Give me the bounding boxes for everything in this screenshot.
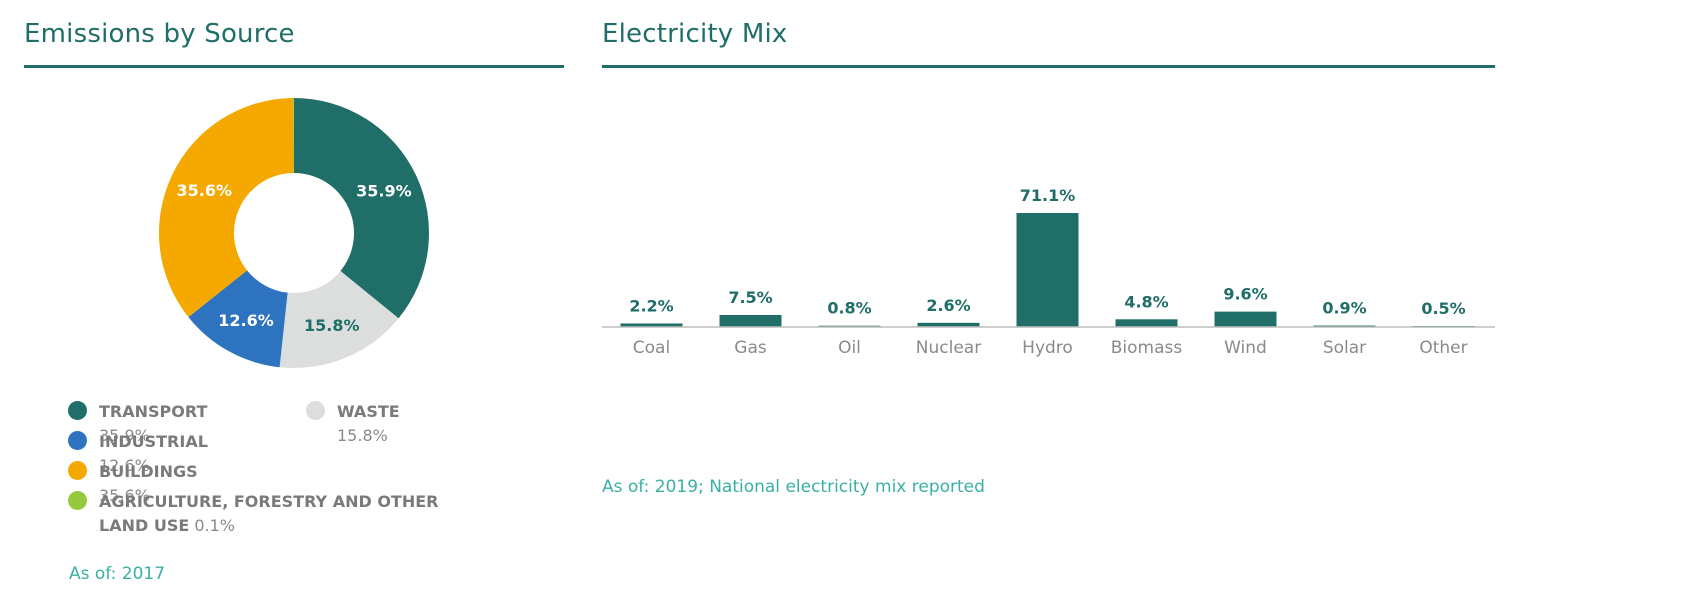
bar-value-oil: 0.8% bbox=[827, 299, 871, 318]
bar-value-other: 0.5% bbox=[1421, 299, 1465, 318]
bar-value-wind: 9.6% bbox=[1223, 285, 1267, 304]
bar-wind bbox=[1214, 311, 1277, 327]
legend-item-buildings: BUILDINGS 35.6% bbox=[68, 460, 198, 508]
legend-value-industrial: 12.6% bbox=[99, 456, 150, 475]
legend-label-buildings: BUILDINGS bbox=[99, 462, 198, 481]
legend-label-industrial: INDUSTRIAL bbox=[99, 432, 208, 451]
pie-label-waste: 15.8% bbox=[304, 316, 360, 335]
tick-label-hydro: Hydro bbox=[1022, 338, 1073, 358]
legend-item-industrial: INDUSTRIAL 12.6% bbox=[68, 430, 208, 478]
bar-value-biomass: 4.8% bbox=[1124, 292, 1168, 311]
legend-value-buildings: 35.6% bbox=[99, 486, 150, 505]
pie-slice-waste bbox=[279, 270, 399, 368]
tick-label-solar: Solar bbox=[1323, 338, 1366, 358]
legend-value-transport: 35.9% bbox=[99, 426, 150, 445]
pie-slice-buildings bbox=[159, 98, 294, 318]
emissions-title-rule bbox=[24, 65, 564, 68]
legend-item-waste: WASTE 15.8% bbox=[306, 400, 400, 448]
bar-value-coal: 2.2% bbox=[629, 296, 673, 315]
tick-label-nuclear: Nuclear bbox=[916, 338, 981, 358]
legend-label-waste: WASTE bbox=[337, 402, 400, 421]
legend-swatch-waste bbox=[306, 401, 325, 420]
legend-value-waste: 15.8% bbox=[337, 426, 388, 445]
pie-slice-industrial bbox=[188, 270, 288, 368]
bar-value-solar: 0.9% bbox=[1322, 299, 1366, 318]
legend-swatch-buildings bbox=[68, 461, 87, 480]
legend-swatch-industrial bbox=[68, 431, 87, 450]
tick-label-biomass: Biomass bbox=[1111, 338, 1183, 358]
legend-value-agriculture: 0.1% bbox=[194, 516, 236, 535]
tick-label-oil: Oil bbox=[838, 338, 861, 358]
emissions-as-of-note: As of: 2017 bbox=[69, 564, 166, 584]
electricity-title-rule bbox=[602, 65, 1495, 68]
bar-biomass bbox=[1115, 319, 1178, 327]
legend-swatch-transport bbox=[68, 401, 87, 420]
electricity-bar-chart: 2.2% Coal 7.5% Gas 0.8% Oil 2.6% Nuclear 71.1% Hy… bbox=[602, 186, 1495, 358]
bar-gas bbox=[719, 314, 782, 327]
legend-item-agriculture: AGRICULTURE, FORESTRY AND OTHER LAND USE… bbox=[68, 490, 448, 538]
bar-value-nuclear: 2.6% bbox=[926, 296, 970, 315]
bar-nuclear bbox=[917, 322, 980, 327]
bar-coal bbox=[620, 323, 683, 327]
tick-label-wind: Wind bbox=[1224, 338, 1267, 358]
emissions-donut-chart: 35.9% 15.8% 12.6% 35.6% bbox=[159, 98, 429, 368]
bar-value-hydro: 71.1% bbox=[1020, 186, 1076, 205]
tick-label-gas: Gas bbox=[734, 338, 767, 358]
pie-slice-agriculture-forestry-and-other-land-use bbox=[293, 98, 294, 174]
pie-label-transport: 35.9% bbox=[356, 181, 412, 200]
legend-swatch-agriculture bbox=[68, 491, 87, 510]
tick-label-other: Other bbox=[1419, 338, 1467, 358]
tick-label-coal: Coal bbox=[633, 338, 670, 358]
electricity-title: Electricity Mix bbox=[602, 19, 788, 49]
bar-value-gas: 7.5% bbox=[728, 288, 772, 307]
pie-slice-transport bbox=[294, 98, 429, 319]
pie-label-buildings: 35.6% bbox=[176, 181, 232, 200]
legend-label-transport: TRANSPORT bbox=[99, 402, 208, 421]
emissions-title: Emissions by Source bbox=[24, 19, 295, 49]
electricity-as-of-note: As of: 2019; National electricity mix re… bbox=[602, 477, 985, 497]
legend-item-transport: TRANSPORT 35.9% bbox=[68, 400, 207, 448]
legend-label-agriculture: AGRICULTURE, FORESTRY AND OTHER LAND USE bbox=[99, 492, 439, 535]
pie-label-industrial: 12.6% bbox=[218, 311, 274, 330]
bar-hydro bbox=[1016, 213, 1079, 327]
